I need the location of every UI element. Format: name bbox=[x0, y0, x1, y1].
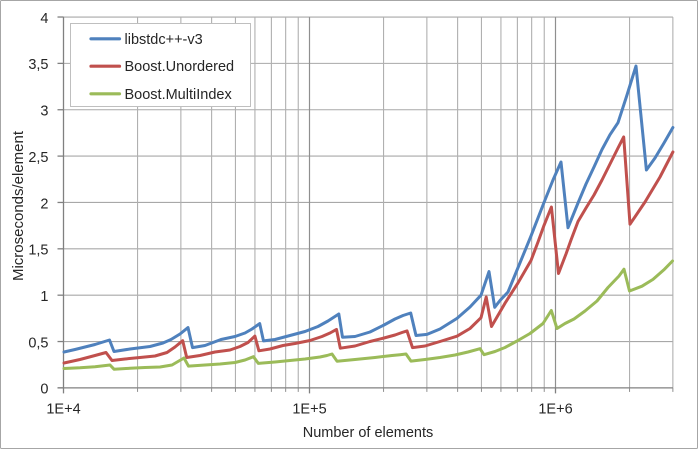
svg-text:1E+6: 1E+6 bbox=[538, 402, 572, 418]
svg-text:Boost.Unordered: Boost.Unordered bbox=[125, 59, 235, 75]
svg-text:3: 3 bbox=[40, 104, 48, 120]
svg-text:Boost.MultiIndex: Boost.MultiIndex bbox=[125, 87, 233, 103]
svg-text:0,5: 0,5 bbox=[28, 335, 48, 351]
svg-text:1,5: 1,5 bbox=[28, 243, 48, 259]
svg-text:libstdc++-v3: libstdc++-v3 bbox=[125, 32, 203, 48]
svg-text:Number of elements: Number of elements bbox=[303, 425, 434, 441]
svg-text:1E+5: 1E+5 bbox=[292, 402, 326, 418]
svg-text:4: 4 bbox=[40, 11, 48, 27]
svg-text:2,5: 2,5 bbox=[28, 150, 48, 166]
svg-text:1E+4: 1E+4 bbox=[46, 402, 80, 418]
svg-text:Microseconds/element: Microseconds/element bbox=[10, 130, 27, 281]
svg-text:2: 2 bbox=[40, 196, 48, 212]
svg-text:0: 0 bbox=[40, 382, 48, 398]
svg-text:1: 1 bbox=[40, 289, 48, 305]
svg-text:3,5: 3,5 bbox=[28, 57, 48, 73]
